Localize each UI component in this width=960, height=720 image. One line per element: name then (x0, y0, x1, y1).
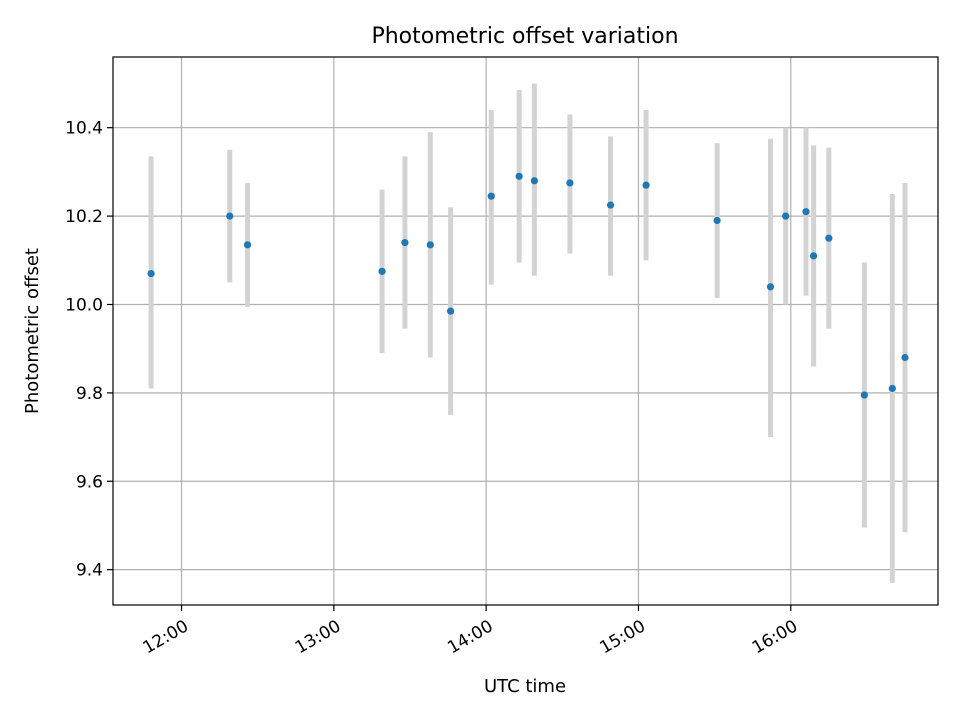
data-point (782, 212, 790, 220)
data-point (766, 283, 775, 291)
chart-title: Photometric offset variation (371, 24, 678, 49)
data-point (802, 208, 810, 216)
data-point (860, 391, 868, 399)
data-point (566, 179, 574, 187)
data-point (888, 384, 896, 393)
data-point (810, 252, 818, 260)
data-point (401, 239, 409, 247)
data-point (147, 269, 155, 278)
data-point (515, 172, 523, 180)
data-point (447, 307, 455, 315)
data-point (243, 241, 252, 249)
data-point (825, 234, 833, 242)
grid (113, 57, 938, 605)
data-point (530, 177, 538, 185)
x-axis-label: UTC time (484, 676, 566, 697)
y-tick-label: 9.4 (76, 561, 103, 581)
y-tick-label: 10.0 (65, 295, 103, 315)
data-point (378, 267, 386, 275)
plot-frame (112, 56, 939, 606)
data-point (487, 192, 495, 200)
y-tick-label: 10.4 (65, 119, 103, 139)
data-points (147, 172, 909, 399)
y-tick-label: 9.8 (76, 384, 103, 404)
y-tick-label: 9.6 (76, 472, 103, 492)
y-tick-label: 10.2 (65, 207, 103, 227)
data-point (713, 216, 721, 225)
data-point (901, 353, 909, 362)
data-point (426, 241, 434, 249)
data-point (226, 212, 234, 220)
data-point (642, 181, 650, 189)
y-axis-label: Photometric offset (22, 248, 43, 414)
data-point (606, 201, 615, 209)
